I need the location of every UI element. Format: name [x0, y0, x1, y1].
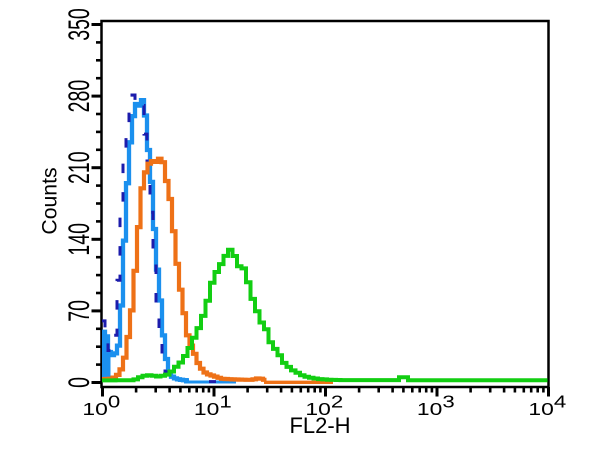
svg-text:10: 10 [82, 399, 107, 419]
svg-text:10: 10 [194, 399, 219, 419]
svg-text:0: 0 [108, 393, 120, 412]
svg-text:70: 70 [63, 300, 96, 322]
svg-text:2: 2 [331, 393, 343, 412]
svg-text:10: 10 [528, 399, 553, 419]
svg-text:350: 350 [63, 8, 96, 41]
svg-text:280: 280 [63, 80, 96, 113]
svg-text:140: 140 [63, 223, 96, 256]
svg-text:3: 3 [442, 393, 454, 412]
svg-text:0: 0 [63, 377, 96, 388]
svg-text:10: 10 [305, 399, 330, 419]
svg-text:FL2-H: FL2-H [289, 413, 350, 438]
svg-text:1: 1 [219, 393, 231, 412]
svg-text:10: 10 [417, 399, 442, 419]
svg-text:210: 210 [63, 151, 96, 184]
svg-text:Counts: Counts [39, 167, 62, 234]
svg-text:4: 4 [554, 393, 566, 412]
